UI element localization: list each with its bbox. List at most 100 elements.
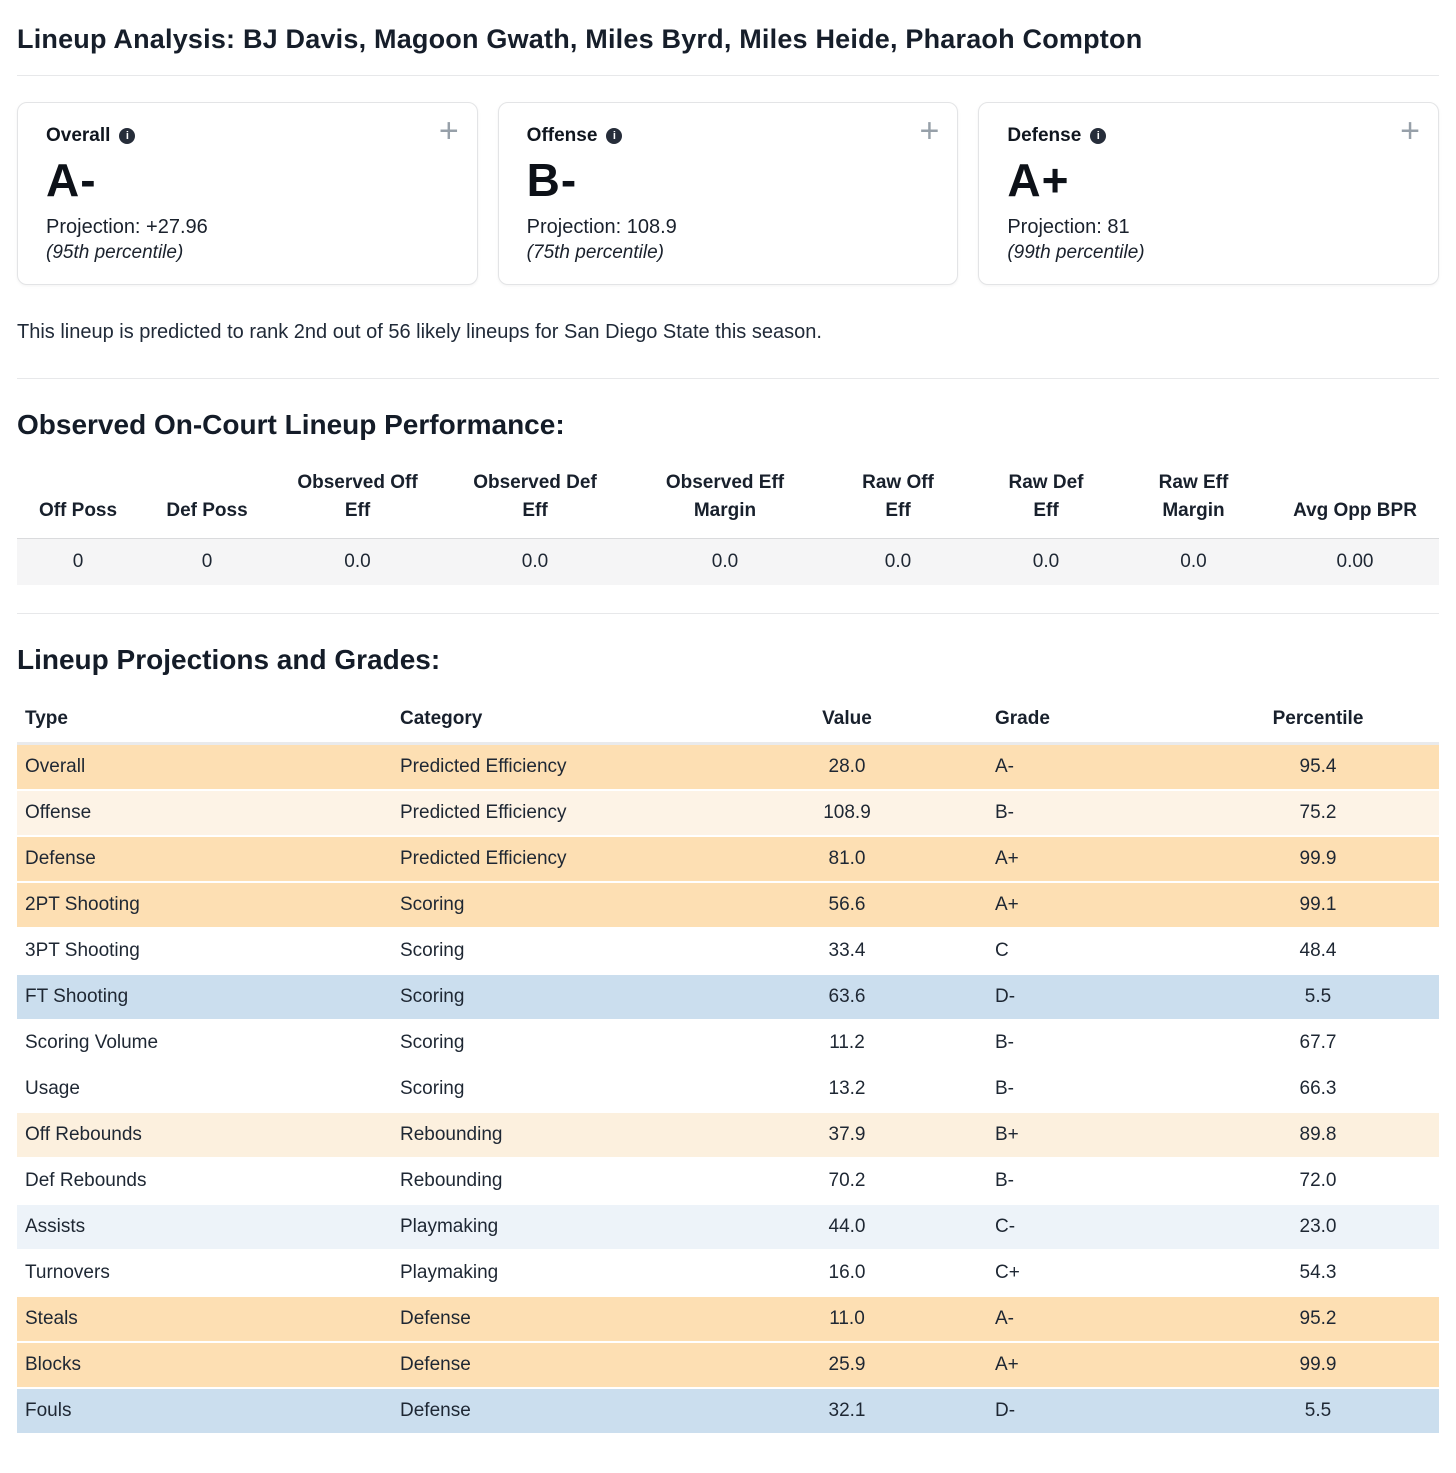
- cell-percentile: 5.5: [1304, 1400, 1332, 1422]
- section-heading-observed: Observed On-Court Lineup Performance:: [17, 409, 565, 441]
- column-header: Def Poss: [166, 499, 248, 521]
- grade-value: A+: [1007, 154, 1070, 206]
- table-row: Off Rebounds Rebounding 37.9 B+ 89.8: [17, 1112, 1439, 1159]
- cell-percentile: 75.2: [1299, 802, 1337, 824]
- add-to-comparison-button[interactable]: +: [919, 112, 940, 150]
- card-label: Defense: [1007, 125, 1082, 146]
- column-header-value: Value: [717, 698, 977, 746]
- cell-percentile: 95.2: [1299, 1308, 1337, 1330]
- cell-percentile: 5.5: [1304, 986, 1332, 1008]
- cell-def-poss: 0: [139, 538, 275, 586]
- cell-type: Scoring Volume: [25, 1032, 159, 1054]
- table-row: Usage Scoring 13.2 B- 66.3: [17, 1066, 1439, 1113]
- table-row: Steals Defense 11.0 A- 95.2: [17, 1296, 1439, 1343]
- projection-text: Projection: 108.9: [526, 216, 677, 239]
- column-header-type: Type: [17, 698, 392, 746]
- table-row: Blocks Defense 25.9 A+ 99.9: [17, 1342, 1439, 1389]
- cell-raw-eff-margin: 0.0: [1116, 538, 1271, 586]
- column-header: Observed Def Eff: [473, 472, 597, 521]
- cell-type: Off Rebounds: [25, 1124, 142, 1146]
- info-icon[interactable]: i: [119, 128, 136, 144]
- observed-performance-table: Off Poss Def Poss Observed Off Eff Obser…: [17, 463, 1439, 586]
- table-header-row: Type Category Value Grade Percentile: [17, 698, 1439, 746]
- column-header-percentile: Percentile: [1197, 698, 1439, 746]
- table-row: Turnovers Playmaking 16.0 C+ 54.3: [17, 1250, 1439, 1297]
- table-row: FT Shooting Scoring 63.6 D- 5.5: [17, 974, 1439, 1021]
- divider: [17, 613, 1439, 615]
- cell-value: 37.9: [828, 1124, 866, 1146]
- cell-off-poss: 0: [17, 538, 139, 586]
- info-icon[interactable]: i: [606, 128, 623, 144]
- cell-category: Scoring: [400, 1032, 465, 1054]
- card-header: Defense i: [1007, 125, 1412, 147]
- divider: [17, 378, 1439, 380]
- cell-category: Scoring: [400, 940, 465, 962]
- cell-percentile: 99.9: [1299, 848, 1337, 870]
- cell-percentile: 23.0: [1299, 1216, 1337, 1238]
- column-header: Raw Eff Margin: [1158, 472, 1229, 521]
- cell-value: 11.2: [829, 1032, 865, 1054]
- percentile-text: (75th percentile): [526, 242, 664, 264]
- projection-text: Projection: 81: [1007, 216, 1130, 239]
- prediction-note: This lineup is predicted to rank 2nd out…: [17, 321, 822, 344]
- cell-value: 70.2: [828, 1170, 866, 1192]
- cell-value: 25.9: [828, 1354, 866, 1376]
- cell-percentile: 66.3: [1299, 1078, 1337, 1100]
- cell-category: Playmaking: [400, 1216, 499, 1238]
- cell-category: Defense: [400, 1308, 471, 1330]
- column-header-category: Category: [392, 698, 717, 746]
- cell-grade: C+: [995, 1262, 1020, 1284]
- grade-value: A-: [46, 154, 97, 206]
- column-header: Avg Opp BPR: [1293, 499, 1417, 521]
- cell-percentile: 95.4: [1299, 756, 1337, 778]
- cell-avg-opp-bpr: 0.00: [1271, 538, 1439, 586]
- cell-observed-def-eff: 0.0: [440, 538, 630, 586]
- table-row: Scoring Volume Scoring 11.2 B- 67.7: [17, 1020, 1439, 1067]
- table-row: Offense Predicted Efficiency 108.9 B- 75…: [17, 790, 1439, 837]
- cell-value: 32.1: [828, 1400, 866, 1422]
- cell-type: Assists: [25, 1216, 86, 1238]
- cell-observed-off-eff: 0.0: [275, 538, 440, 586]
- table-row: Def Rebounds Rebounding 70.2 B- 72.0: [17, 1158, 1439, 1205]
- cell-category: Defense: [400, 1354, 471, 1376]
- card-header: Offense i: [527, 125, 932, 147]
- table-row: Fouls Defense 32.1 D- 5.5: [17, 1388, 1439, 1434]
- cell-observed-eff-margin: 0.0: [630, 538, 820, 586]
- cell-category: Predicted Efficiency: [400, 756, 567, 778]
- cell-type: Blocks: [25, 1354, 81, 1376]
- column-header: Observed Off Eff: [297, 472, 418, 521]
- cell-grade: A+: [995, 1354, 1019, 1376]
- cell-value: 16.0: [828, 1262, 866, 1284]
- table-row: 2PT Shooting Scoring 56.6 A+ 99.1: [17, 882, 1439, 929]
- cell-type: 2PT Shooting: [25, 894, 140, 916]
- cell-grade: C-: [995, 1216, 1016, 1238]
- cell-value: 33.4: [828, 940, 866, 962]
- cell-percentile: 67.7: [1299, 1032, 1337, 1054]
- add-to-comparison-button[interactable]: +: [438, 112, 459, 150]
- table-row: 3PT Shooting Scoring 33.4 C 48.4: [17, 928, 1439, 975]
- summary-card-defense: Defense i + A+ Projection: 81 (99th perc…: [978, 102, 1440, 286]
- cell-value: 13.2: [828, 1078, 866, 1100]
- percentile-text: (99th percentile): [1007, 242, 1145, 264]
- cell-type: Steals: [25, 1308, 78, 1330]
- cell-grade: A-: [995, 1308, 1014, 1330]
- table-header-row: Off Poss Def Poss Observed Off Eff Obser…: [17, 463, 1439, 539]
- cell-percentile: 54.3: [1299, 1262, 1337, 1284]
- cell-grade: B-: [995, 1078, 1014, 1100]
- cell-category: Rebounding: [400, 1124, 503, 1146]
- divider: [17, 75, 1439, 76]
- summary-card-overall: Overall i + A- Projection: +27.96 (95th …: [17, 102, 478, 286]
- percentile-text: (95th percentile): [46, 242, 184, 264]
- cell-category: Playmaking: [400, 1262, 499, 1284]
- cell-type: Defense: [25, 848, 96, 870]
- column-header: Observed Eff Margin: [665, 472, 785, 521]
- cell-category: Rebounding: [400, 1170, 503, 1192]
- table-row: Defense Predicted Efficiency 81.0 A+ 99.…: [17, 836, 1439, 883]
- info-icon[interactable]: i: [1090, 128, 1107, 144]
- cell-percentile: 89.8: [1299, 1124, 1337, 1146]
- cell-value: 81.0: [828, 848, 866, 870]
- projections-grades-table: Type Category Value Grade Percentile Ove…: [17, 698, 1439, 1434]
- add-to-comparison-button[interactable]: +: [1400, 112, 1421, 150]
- cell-percentile: 99.9: [1299, 1354, 1337, 1376]
